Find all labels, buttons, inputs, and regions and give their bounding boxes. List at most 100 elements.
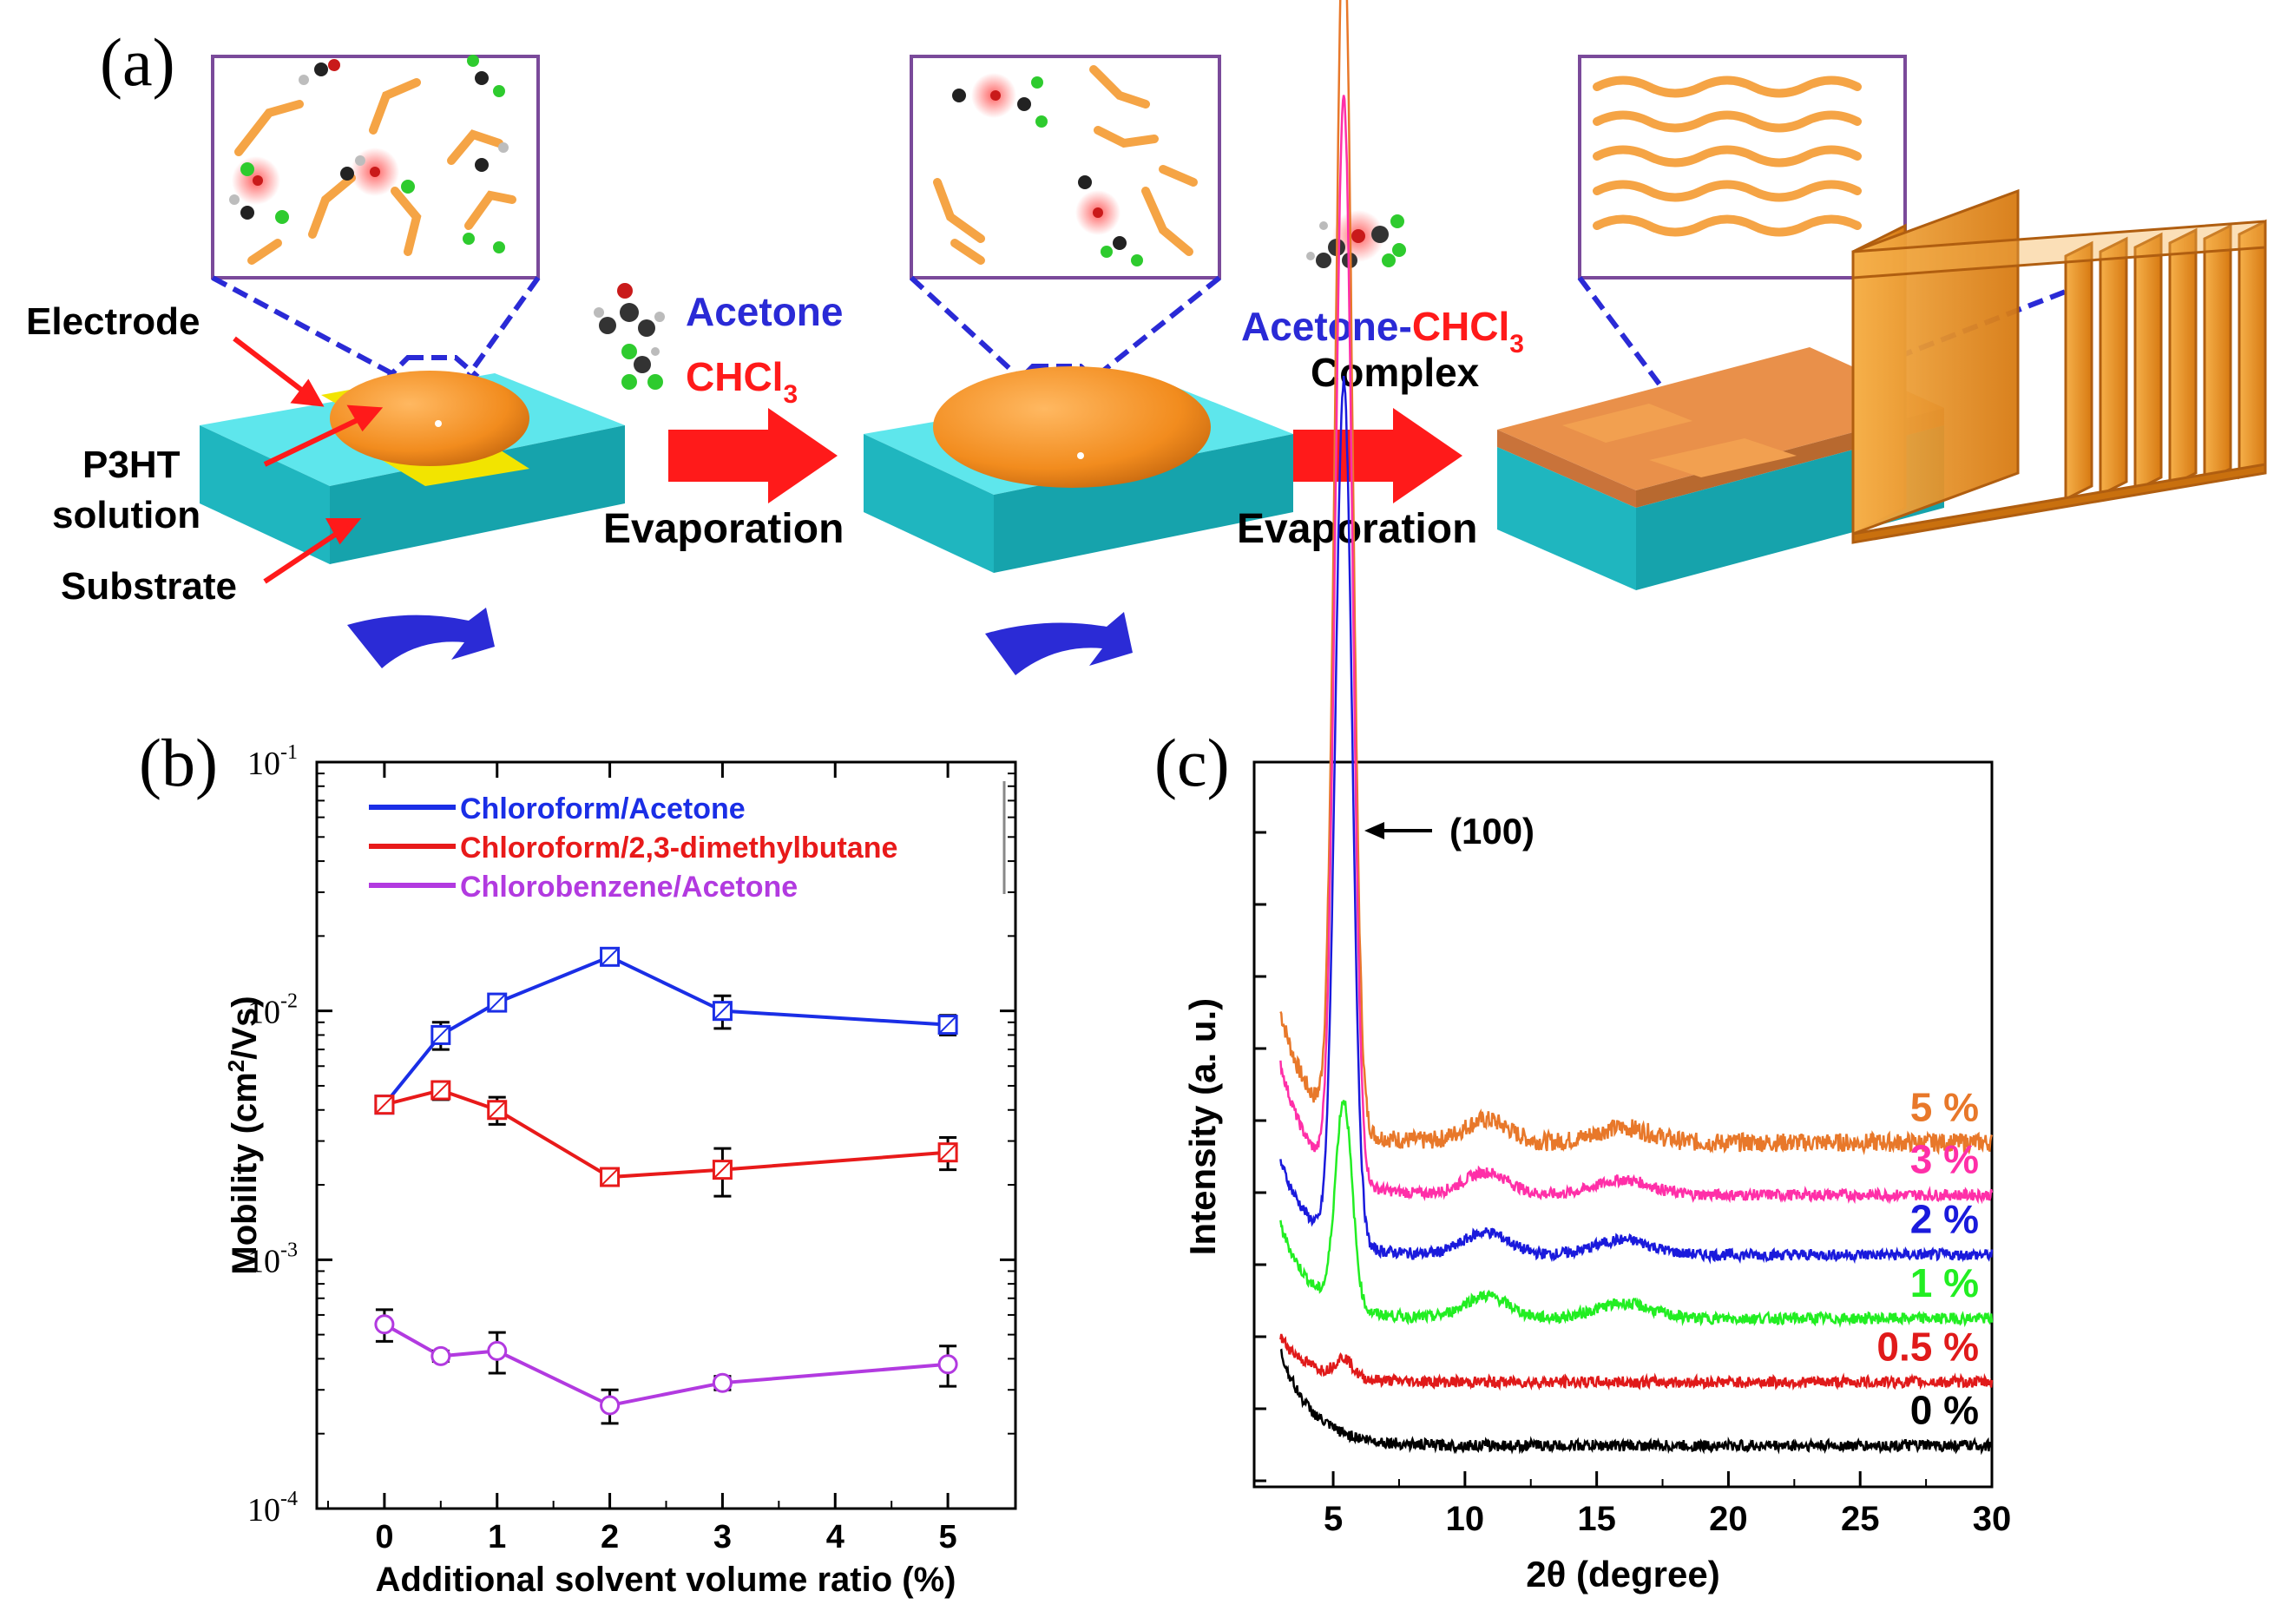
lamellar-stack [1851,188,2267,544]
panel-c-label: (c) [1154,725,1230,800]
pointer-arrows [233,336,384,584]
y-tick-label: 10-4 [247,1488,298,1529]
y-tick-label: 10-3 [247,1239,298,1279]
x-axis-label-b: Additional solvent volume ratio (%) [376,1561,956,1599]
electrode-label: Electrode [26,300,200,343]
x-tick-label: 0 [375,1519,393,1555]
series-label: 0 % [1910,1388,1979,1433]
x-tick-label: 3 [713,1519,732,1555]
evaporation-label-1: Evaporation [603,506,844,552]
series-label: 2 % [1910,1197,1979,1242]
y-axis-label-b: Mobility (cm2/Vs) [223,996,264,1274]
data-point [374,1314,395,1335]
y-tick-exp: -3 [280,1239,298,1261]
data-point-hatch [600,1167,620,1187]
y-tick-base: 10 [247,995,280,1031]
acetone-label: Acetone [686,289,843,334]
panel-c: (c) 5 10 15 20 25 30 5 % 3 % 2 % 1 % 0.5 % 0 % (10… [1154,0,2011,1594]
legend-label: Chloroform/Acetone [460,792,746,825]
x-tick-label: 4 [826,1519,844,1555]
solution-label: solution [52,494,200,536]
process-arrow-1 [668,408,838,503]
data-point [937,1354,958,1375]
complex-label-line1: Acetone-CHCl3 [1241,304,1524,358]
spin-arrow-1 [347,608,495,668]
p3ht-label: P3HT [82,444,181,486]
y-axis-b: 10-410-310-210-1 [247,741,1015,1529]
panel-a: (a) [26,24,2267,675]
chcl3-molecule-icon [621,344,663,390]
series-line-1 [383,955,949,1106]
evaporation-label-2: Evaporation [1237,506,1477,552]
x-tick-label: 15 [1577,1500,1616,1538]
y-tick-label: 10-1 [247,741,298,782]
data-point-hatch [431,1081,450,1100]
substrate-1 [200,371,625,564]
y-tick-exp: -1 [280,741,298,764]
data-point-hatch [431,1025,450,1045]
data-point [430,1345,451,1366]
data-point-hatch [713,1160,733,1180]
panel-b-label: (b) [139,725,218,800]
inset-box-3 [1578,55,1907,279]
series-label: 3 % [1910,1137,1979,1182]
x-tick-label: 25 [1841,1500,1880,1538]
x-axis-b: 0 1 2 3 4 5 [326,762,957,1555]
data-point-hatch [375,1095,394,1114]
plot-frame-c [1252,760,1994,1489]
y-tick-base: 10 [247,1243,280,1279]
x-tick-label: 30 [1973,1500,2012,1538]
legend-b: Chloroform/Acetone Chloroform/2,3-dimethy… [369,781,1006,904]
series-label: 1 % [1910,1260,1979,1305]
peak-label: (100) [1449,811,1535,851]
y-tick-base: 10 [247,1492,280,1529]
x-tick-label: 5 [939,1519,957,1555]
y-tick-exp: -4 [280,1488,298,1510]
series-label: 5 % [1910,1084,1979,1129]
x-axis-label-c: 2θ (degree) [1526,1554,1719,1594]
series-group-c [1279,0,1994,1456]
substrate-2 [864,366,1293,573]
series-labels-c: 5 % 3 % 2 % 1 % 0.5 % 0 % [1876,1084,1979,1432]
data-point [487,1340,508,1361]
xrd-trace-2 [1279,95,1994,1205]
x-tick-label: 1 [488,1519,506,1555]
inset-box-1 [211,55,540,279]
xrd-trace-6 [1279,1348,1994,1456]
legend-label: Chlorobenzene/Acetone [460,871,798,904]
series-group-b [374,946,958,1425]
data-point-hatch [938,1015,957,1035]
series-line-3 [383,1323,949,1408]
peak-annotation: (100) [1364,811,1535,851]
y-tick-label: 10-2 [247,990,298,1031]
series-label: 0.5 % [1876,1324,1979,1369]
legend-label: Chloroform/2,3-dimethylbutane [460,832,897,865]
xrd-trace-4 [1279,1100,1994,1328]
x-tick-label: 10 [1446,1500,1485,1538]
x-axis-c: 5 10 15 20 25 30 [1324,1471,2011,1538]
xrd-trace-5 [1279,1333,1994,1391]
y-tick-exp: -2 [280,990,298,1013]
xrd-trace-3 [1279,376,1994,1265]
data-point [600,1395,621,1416]
y-tick-base: 10 [247,746,280,782]
x-tick-label: 20 [1709,1500,1748,1538]
data-point [712,1372,733,1393]
data-point-hatch [488,993,507,1012]
substrate-label: Substrate [61,565,237,608]
inset-box-2 [910,55,1221,279]
process-arrow-2 [1293,408,1462,503]
data-point-hatch [600,947,620,967]
data-point-hatch [713,1001,733,1021]
y-axis-c [1254,831,1266,1483]
x-tick-label: 5 [1324,1500,1343,1538]
acetone-molecule-icon [594,283,665,337]
data-point-hatch [488,1101,507,1120]
complex-label-line2: Complex [1311,350,1480,395]
panel-a-label: (a) [100,24,175,100]
chcl3-label: CHCl3 [686,354,798,409]
complex-molecule-icon [1306,210,1406,268]
xrd-trace-1 [1279,0,1994,1156]
